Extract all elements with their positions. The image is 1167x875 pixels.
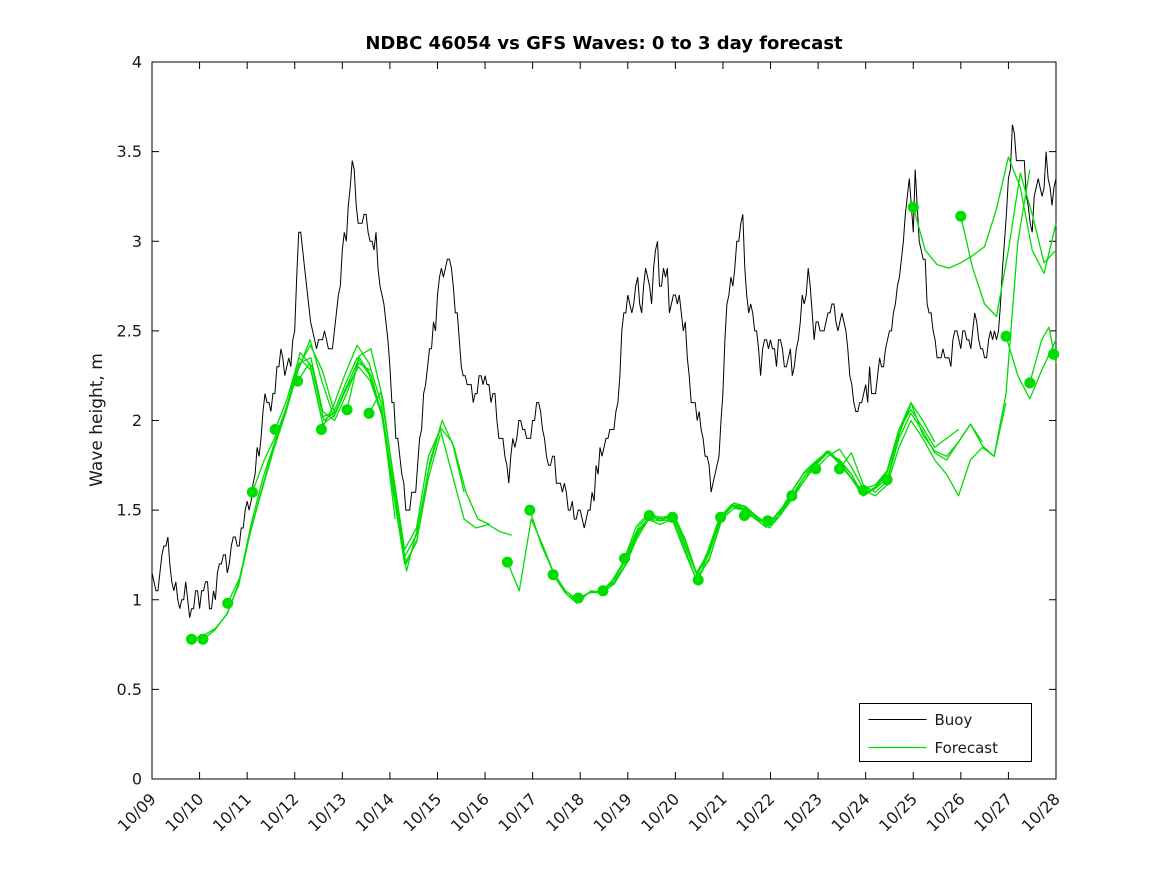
forecast-run-line [297,357,441,565]
forecast-run-line [886,169,1031,480]
forecast-start-marker [907,201,919,213]
x-tick-label: 10/22 [732,789,778,835]
forecast-run-line [202,339,347,640]
x-tick-label: 10/21 [685,789,731,835]
forecast-start-marker [572,592,584,604]
forecast-start-marker [363,407,375,419]
forecast-start-marker [315,424,327,435]
x-tick-label: 10/11 [209,789,255,835]
x-tick-label: 10/17 [494,789,540,835]
forecast-start-marker [547,569,559,581]
y-tick-label: 4 [132,53,142,72]
forecast-start-marker [738,510,750,521]
forecast-start-marker [881,474,893,486]
buoy-line [151,124,1057,618]
x-tick-label: 10/23 [780,789,826,835]
legend-box [859,703,1032,762]
x-tick-label: 10/19 [590,789,636,835]
forecast-run-line [368,391,512,551]
y-axis-label: Wave height, m [87,353,107,487]
y-tick-label: 3 [132,232,142,251]
forecast-run-line [1005,336,1057,400]
x-tick-label: 10/16 [447,789,493,835]
forecast-start-marker [619,553,630,564]
chart-title: NDBC 46054 vs GFS Waves: 0 to 3 day fore… [365,33,843,54]
forecast-run-line [649,497,793,576]
forecast-run-line [1029,326,1057,384]
legend-label-forecast: Forecast [935,739,999,757]
legend: Buoy Forecast [859,703,1032,762]
forecast-start-marker [222,597,234,609]
x-tick-label: 10/10 [161,789,207,835]
forecast-run-line [191,344,335,640]
y-tick-label: 3.5 [117,142,142,161]
forecast-start-marker [186,633,197,645]
x-tick-label: 10/27 [970,789,1016,835]
y-tick-label: 1.5 [117,501,142,520]
x-tick-label: 10/24 [827,789,873,835]
forecast-run-line [960,172,1057,318]
forecast-run-line [227,357,371,604]
y-tick-label: 2 [132,411,142,430]
forecast-start-marker [643,510,655,521]
forecast-start-marker [834,463,845,475]
forecast-start-marker [269,424,281,435]
y-tick-label: 1 [132,590,142,609]
forecast-start-marker [197,633,209,645]
forecast-start-marker [597,585,609,597]
y-tick-label: 0.5 [117,680,142,699]
forecast-start-marker [1024,377,1036,389]
x-tick-label: 10/09 [114,789,160,835]
forecast-run-line [346,348,491,572]
x-tick-label: 10/12 [257,789,303,835]
legend-label-buoy: Buoy [935,711,973,729]
y-tick-label: 0 [132,770,142,789]
forecast-start-marker [341,404,353,416]
x-tick-label: 10/18 [542,789,588,835]
x-tick-label: 10/25 [875,789,921,835]
forecast-start-marker [524,504,536,516]
forecast-start-marker [692,574,704,586]
forecast-start-marker [857,484,869,496]
y-tick-label: 2.5 [117,321,142,340]
forecast-start-marker [715,511,727,523]
forecast-start-marker [667,511,678,523]
x-tick-label: 10/20 [637,789,683,835]
forecast-run-line [815,409,959,490]
forecast-run-line [274,357,419,565]
forecast-start-marker [246,486,258,498]
x-tick-label: 10/28 [1018,789,1064,835]
forecast-run-line [320,344,465,558]
x-tick-label: 10/14 [352,789,398,835]
forecast-run-line [578,514,722,599]
forecast-start-marker [762,515,774,527]
forecast-start-marker [501,556,513,568]
forecast-start-markers [186,201,1060,645]
forecast-start-marker [292,375,304,387]
forecast-run-line [838,412,983,493]
forecast-start-marker [810,463,822,475]
forecast-start-marker [1048,348,1060,360]
forecast-start-marker [955,210,967,222]
x-tick-label: 10/26 [923,789,969,835]
x-tick-label: 10/15 [399,789,445,835]
forecast-start-marker [786,490,798,502]
forecast-start-marker [1000,330,1012,342]
forecast-run-line [912,156,1057,275]
forecast-lines [191,156,1057,640]
x-tick-label: 10/13 [304,789,350,835]
